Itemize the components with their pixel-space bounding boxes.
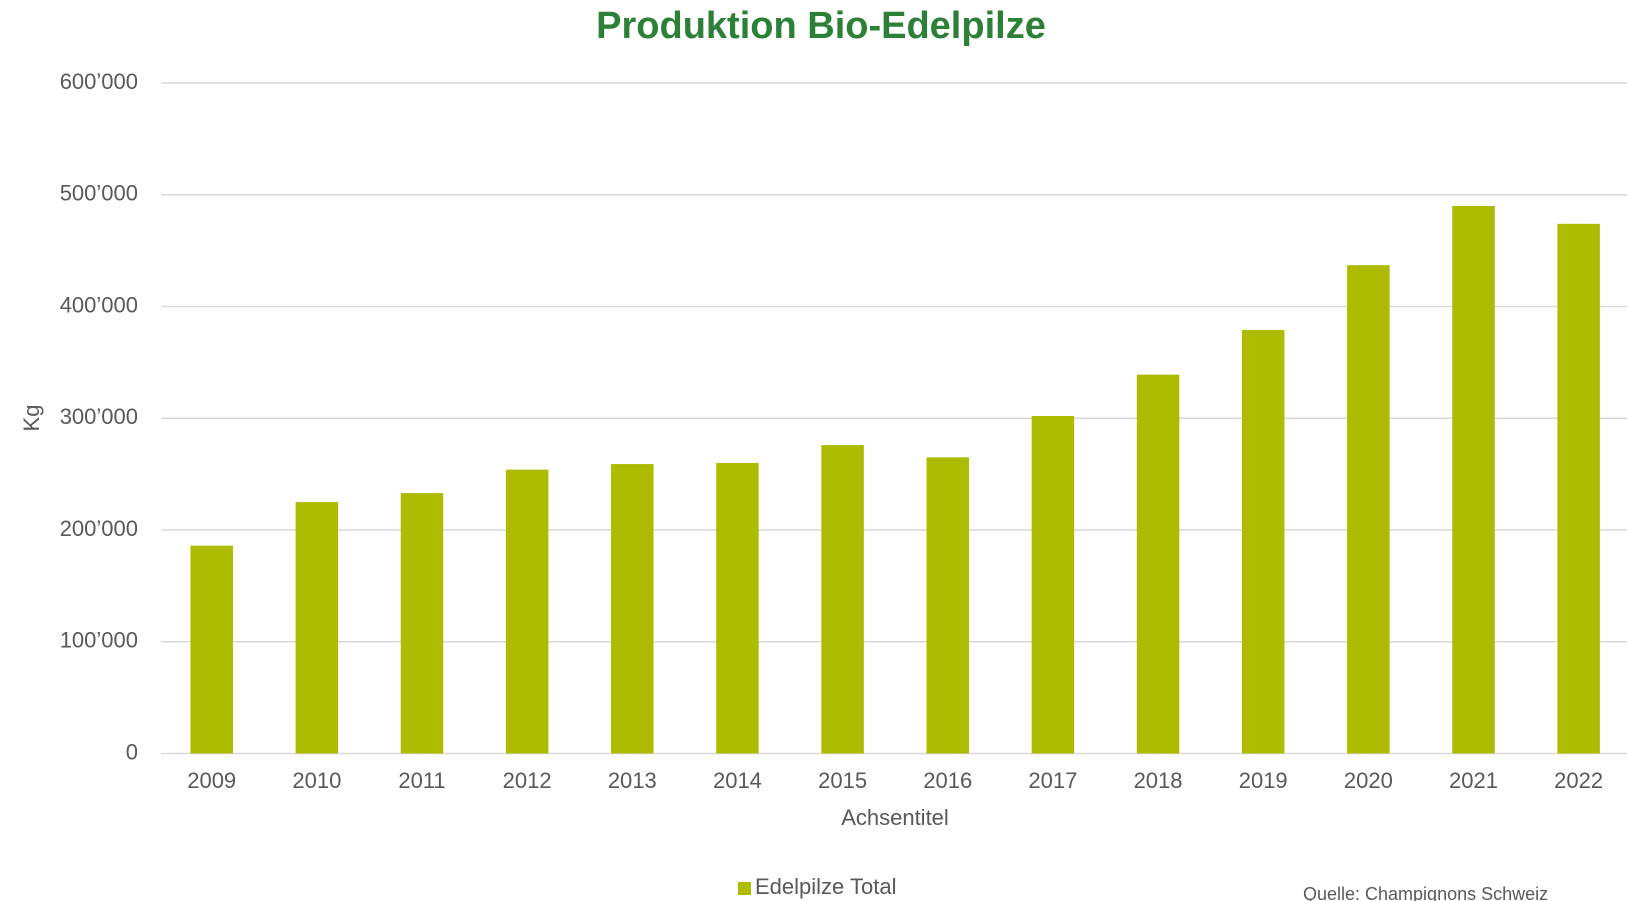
x-tick-label: 2012 <box>503 768 552 793</box>
legend-swatch <box>738 882 751 895</box>
x-tick-label: 2021 <box>1449 768 1498 793</box>
x-tick-label: 2020 <box>1344 768 1393 793</box>
bar <box>926 457 969 754</box>
x-tick-label: 2009 <box>187 768 236 793</box>
y-tick-label: 200’000 <box>60 516 138 541</box>
y-axis-label: Kg <box>19 405 44 432</box>
legend-label: Edelpilze Total <box>755 874 896 899</box>
y-tick-label: 0 <box>126 739 138 764</box>
x-tick-label: 2016 <box>923 768 972 793</box>
bar <box>821 445 864 754</box>
y-tick-label: 300’000 <box>60 404 138 429</box>
x-tick-label: 2017 <box>1028 768 1077 793</box>
bar <box>1031 416 1075 754</box>
y-tick-label: 600’000 <box>60 69 138 94</box>
bar <box>295 502 339 754</box>
source-note: Quelle: Champignons Schweiz <box>1303 884 1548 901</box>
bar <box>1241 329 1285 754</box>
bar <box>505 469 549 754</box>
chart-title: Produktion Bio-Edelpilze <box>596 5 1046 47</box>
x-tick-label: 2019 <box>1239 768 1288 793</box>
bar <box>1347 265 1390 754</box>
x-tick-label: 2018 <box>1134 768 1183 793</box>
bar <box>611 464 654 754</box>
bar <box>1136 374 1180 754</box>
x-tick-label: 2011 <box>398 768 445 793</box>
y-tick-label: 100’000 <box>60 628 138 653</box>
x-tick-label: 2013 <box>608 768 657 793</box>
x-axis-label: Achsentitel <box>841 805 949 830</box>
bar <box>716 462 759 754</box>
y-tick-label: 400’000 <box>60 292 138 317</box>
x-tick-label: 2022 <box>1554 768 1603 793</box>
bar <box>1452 205 1495 754</box>
x-tick-label: 2010 <box>292 768 341 793</box>
x-tick-label: 2014 <box>713 768 762 793</box>
x-tick-label: 2015 <box>818 768 867 793</box>
y-tick-label: 500’000 <box>60 181 138 206</box>
bar <box>1557 223 1600 754</box>
bar <box>400 493 444 754</box>
bar <box>190 545 233 754</box>
